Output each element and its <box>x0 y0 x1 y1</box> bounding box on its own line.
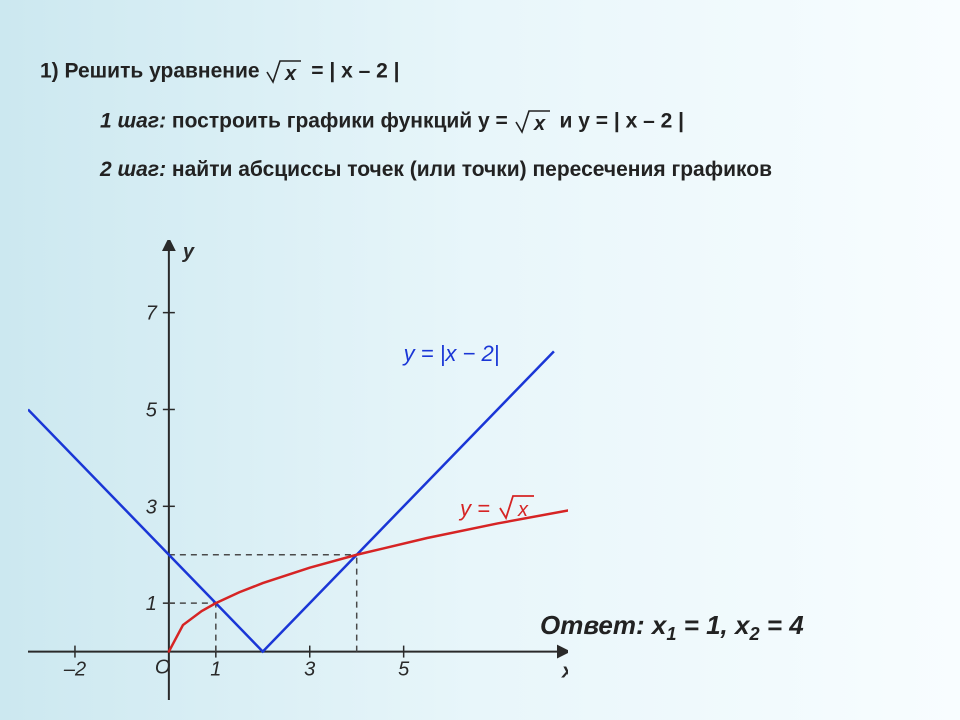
answer-x1-sub: 1 <box>666 624 676 644</box>
sqrt-x-inline-2: x <box>514 108 554 136</box>
step1-and: и y = | x – 2 | <box>560 110 684 133</box>
svg-text:7: 7 <box>146 303 158 325</box>
problem-equals: = | x – 2 | <box>311 60 399 83</box>
answer-prefix: Ответ: <box>540 610 645 640</box>
answer-x2-val: = 4 <box>760 610 804 640</box>
svg-text:3: 3 <box>304 659 315 681</box>
answer-line: Ответ: x1 = 1, x2 = 4 <box>540 610 804 645</box>
svg-text:O: O <box>155 657 171 679</box>
step2-label: 2 шаг: <box>100 158 166 181</box>
svg-text:5: 5 <box>146 399 158 421</box>
svg-text:y: y <box>182 241 195 263</box>
problem-statement: 1) Решить уравнение x = | x – 2 | <box>40 58 400 86</box>
step1-label: 1 шаг: <box>100 110 166 133</box>
answer-x1-val: = 1, <box>676 610 727 640</box>
svg-text:y = |x − 2|: y = |x − 2| <box>402 341 500 366</box>
svg-text:x: x <box>561 661 568 683</box>
svg-text:x: x <box>284 63 297 85</box>
step-2: 2 шаг: найти абсциссы точек (или точки) … <box>100 158 772 182</box>
svg-text:3: 3 <box>146 496 157 518</box>
step-1: 1 шаг: построить графики функций y = x и… <box>100 108 684 136</box>
step1-body: построить графики функций y = <box>172 110 508 133</box>
svg-text:1: 1 <box>146 593 157 615</box>
main-chart: –2 1 3 5 1 3 5 7 x y Oy = |x − 2| y = x <box>28 240 568 700</box>
svg-text:–2: –2 <box>63 659 86 681</box>
svg-text:x: x <box>533 113 546 135</box>
step2-body: найти абсциссы точек (или точки) пересеч… <box>172 158 772 181</box>
svg-text:5: 5 <box>398 659 410 681</box>
answer-x2-label: x <box>735 610 749 640</box>
svg-text:1: 1 <box>210 659 221 681</box>
svg-text:y =: y = <box>458 496 490 521</box>
svg-text:x: x <box>517 499 529 521</box>
problem-prefix: 1) Решить уравнение <box>40 60 260 83</box>
sqrt-x-inline-1: x <box>265 58 305 86</box>
answer-x2-sub: 2 <box>750 624 760 644</box>
answer-x1-label: x <box>652 610 666 640</box>
